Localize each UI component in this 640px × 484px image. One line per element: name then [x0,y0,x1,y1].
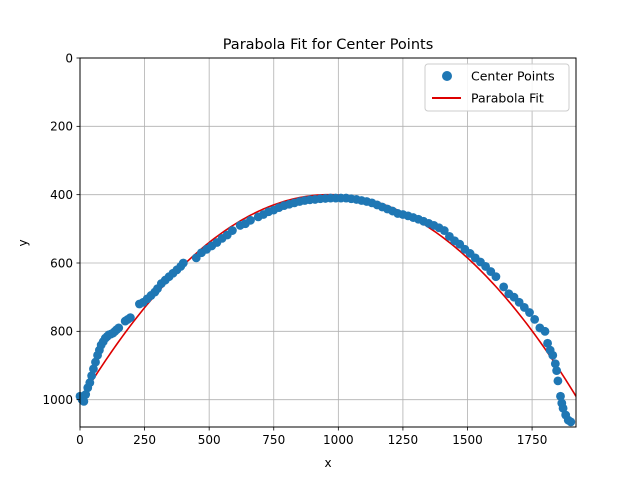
x-tick-label: 1750 [517,433,548,447]
x-tick-label: 0 [76,433,84,447]
x-tick-label: 250 [133,433,156,447]
center-point [566,417,576,427]
center-point [87,371,97,381]
y-tick-label: 400 [50,188,73,202]
y-tick-label: 1000 [42,393,73,407]
center-point [558,403,568,413]
x-tick-label: 1500 [452,433,483,447]
center-point [246,215,255,225]
points-layer [75,193,576,427]
center-point [552,366,562,376]
y-tick-label: 600 [50,256,73,270]
center-point [530,314,540,324]
legend-label-fit: Parabola Fit [471,91,544,106]
center-point [228,226,237,235]
center-point [548,350,558,360]
y-tick-label: 800 [50,325,73,339]
legend-label-points: Center Points [471,69,555,84]
center-point [125,313,135,323]
x-tick-label: 750 [262,433,285,447]
center-point [491,272,501,282]
y-tick-label: 200 [50,120,73,134]
center-point [540,326,550,336]
y-tick-label: 0 [65,51,73,65]
plot-frame [79,57,577,428]
legend-box [424,63,570,112]
center-point [550,359,560,369]
center-point [85,378,95,387]
center-point [178,258,188,268]
legend: Center Points Parabola Fit [424,63,570,112]
x-tick-label: 1250 [388,433,419,447]
center-point [79,396,89,406]
center-point [89,364,98,374]
center-point [499,282,509,292]
x-axis-label: x [324,456,331,470]
x-tick-label: 1000 [323,433,354,447]
center-point [543,338,552,348]
center-point [553,376,563,386]
center-point [556,391,565,401]
center-point [114,323,124,333]
x-tick-label: 500 [198,433,221,447]
y-axis-label: y [16,239,30,246]
chart-title: Parabola Fit for Center Points [223,37,434,53]
legend-marker-points [442,71,452,81]
center-point [81,390,91,399]
center-point [525,308,534,317]
tick-layer: 0 250 500 750 1000 1250 1500 1750 0 200 400 600 800 1… [42,51,547,447]
center-point [439,226,449,235]
center-point [91,357,100,367]
